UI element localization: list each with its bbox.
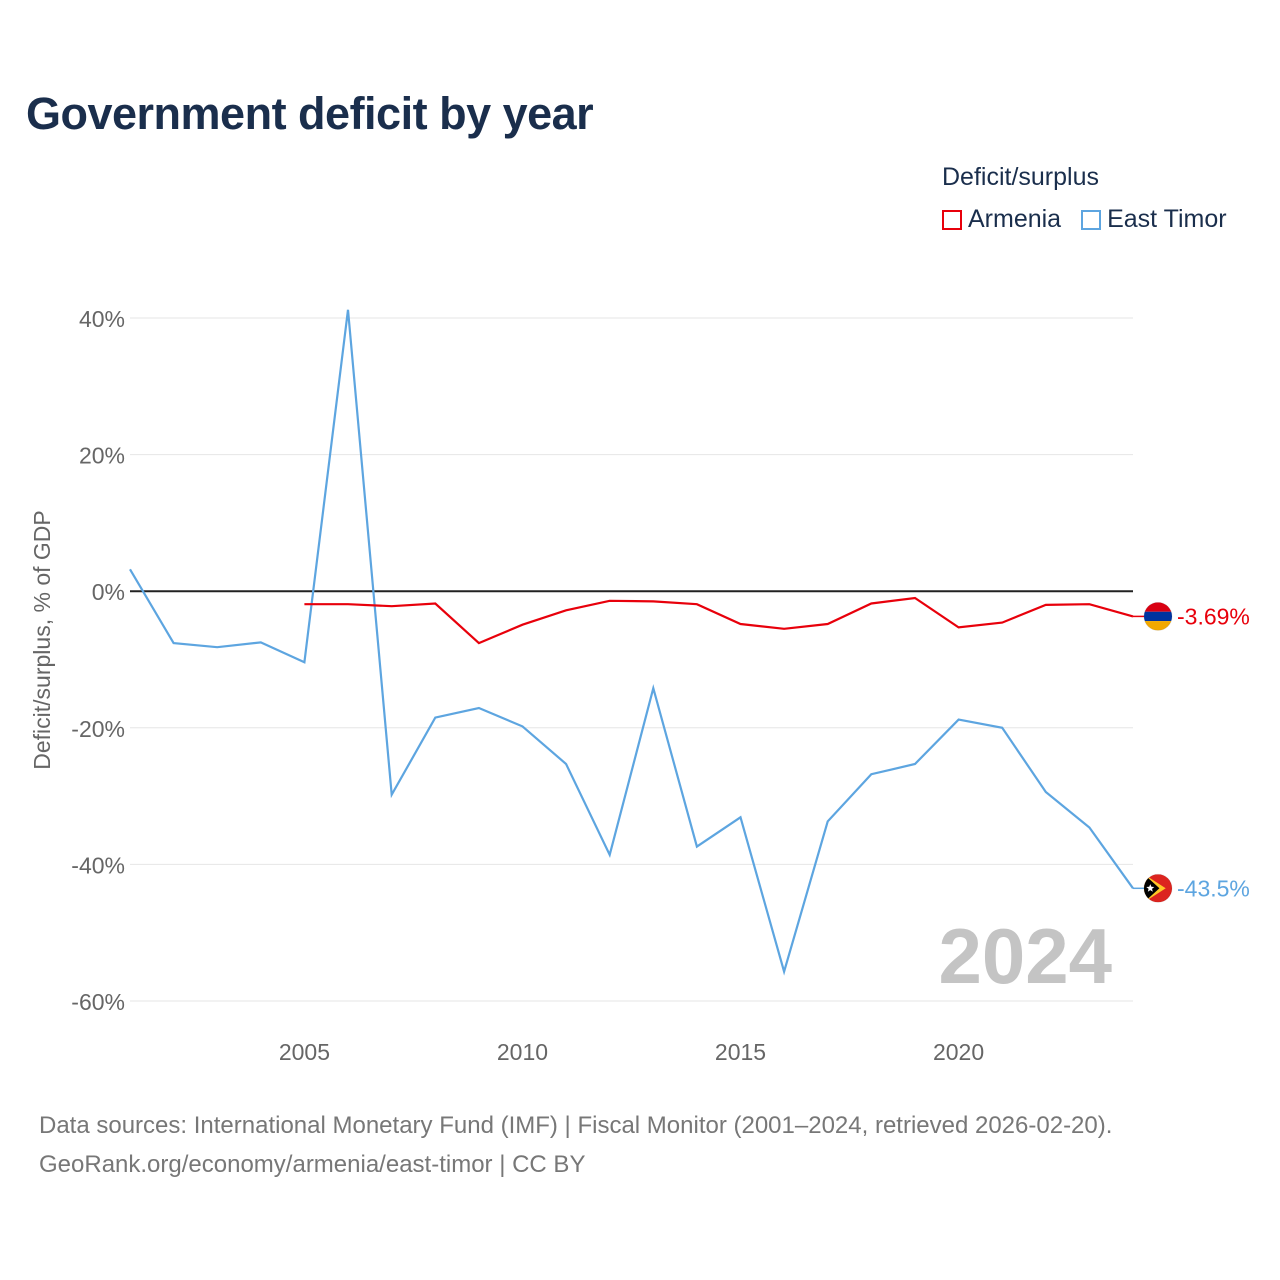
legend-label-east-timor: East Timor [1107,205,1227,233]
legend-title: Deficit/surplus [942,163,1099,191]
y-axis-label: Deficit/surplus, % of GDP [29,510,55,769]
legend-item-east-timor[interactable]: East Timor [1081,205,1227,234]
chart-title: Government deficit by year [26,88,594,139]
data-sources: Data sources: International Monetary Fun… [39,1112,1113,1139]
legend-swatch-east-timor [1081,209,1102,230]
y-tick-label-40: -40% [71,852,125,878]
x-tick-label-2020: 2020 [933,1039,984,1065]
y-tick-label-0: 0% [92,579,125,605]
legend-swatch-armenia [942,209,962,230]
y-tick-label-20: 20% [79,443,125,469]
y-tick-label-60: -60% [71,989,125,1015]
y-tick-label-40: 40% [79,306,125,332]
legend: Armenia East Timor [942,205,1227,234]
armenia-flag-icon [1143,601,1173,631]
series-line-east-timor [129,309,1134,976]
x-tick-label-2010: 2010 [497,1039,548,1065]
year-watermark: 2024 [938,912,1112,1000]
end-label-east-timor: -43.5% [1177,875,1250,901]
source-url: GeoRank.org/economy/armenia/east-timor |… [39,1151,586,1178]
east-timor-flag-icon [1143,873,1173,903]
footer: Data sources: International Monetary Fun… [39,1106,1112,1184]
series-line-armenia [304,596,1134,645]
legend-item-armenia[interactable]: Armenia [942,205,1061,234]
x-tick-label-2005: 2005 [279,1039,330,1065]
end-label-armenia: -3.69% [1177,603,1250,629]
legend-label-armenia: Armenia [968,205,1062,233]
x-tick-label-2015: 2015 [715,1039,766,1065]
y-tick-label-20: -20% [71,716,125,742]
